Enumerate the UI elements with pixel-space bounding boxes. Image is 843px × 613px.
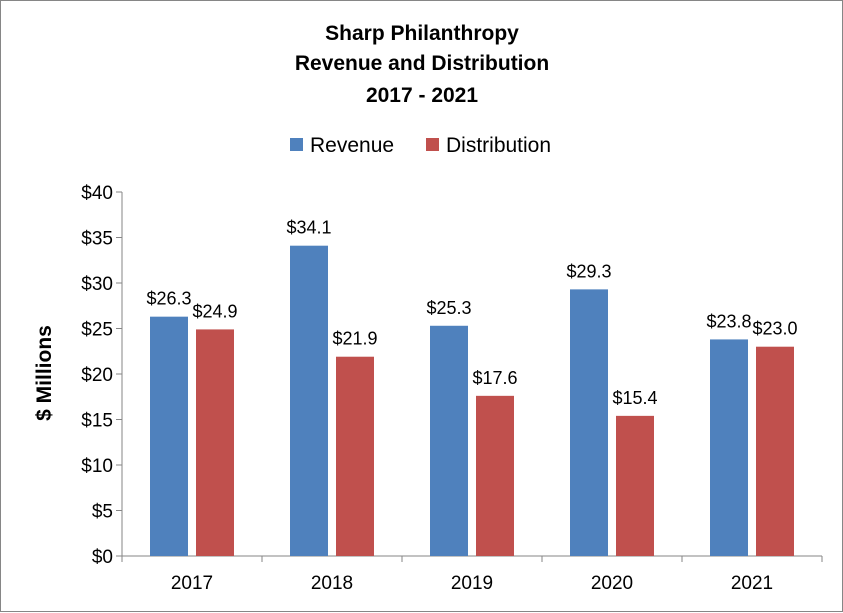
bar-distribution xyxy=(756,346,794,556)
bar-distribution xyxy=(476,395,514,556)
y-tick-label: $15 xyxy=(81,411,113,432)
legend-label-distribution: Distribution xyxy=(446,134,551,157)
data-label-revenue: $34.1 xyxy=(286,218,331,238)
y-tick-label: $30 xyxy=(81,274,113,295)
bar-revenue xyxy=(150,316,188,556)
bar-distribution xyxy=(616,415,654,556)
data-label-revenue: $26.3 xyxy=(146,289,191,309)
data-label-distribution: $21.9 xyxy=(332,329,377,349)
chart-title-line-1: Sharp Philanthropy xyxy=(325,22,519,45)
y-tick-label: $40 xyxy=(81,183,113,204)
x-tick-label: 2017 xyxy=(171,573,213,594)
y-tick-label: $25 xyxy=(81,320,113,341)
data-label-distribution: $17.6 xyxy=(472,368,517,388)
y-axis-label: $ Millions xyxy=(33,325,56,421)
data-label-distribution: $15.4 xyxy=(612,388,657,408)
data-label-distribution: $23.0 xyxy=(752,319,797,339)
data-label-revenue: $23.8 xyxy=(706,311,751,331)
bar-revenue xyxy=(430,325,468,556)
data-label-revenue: $29.3 xyxy=(566,261,611,281)
legend-label-revenue: Revenue xyxy=(310,134,394,157)
bar-revenue xyxy=(290,245,328,556)
x-tick-label: 2018 xyxy=(311,573,353,594)
bar-revenue xyxy=(570,289,608,556)
y-tick-label: $5 xyxy=(92,502,113,523)
chart-title-line-2: Revenue and Distribution xyxy=(295,52,549,75)
bar-distribution xyxy=(336,356,374,556)
legend-swatch-distribution xyxy=(426,138,439,151)
y-tick-label: $10 xyxy=(81,456,113,477)
x-tick-label: 2021 xyxy=(731,573,773,594)
y-tick-label: $0 xyxy=(92,547,113,568)
x-tick-label: 2019 xyxy=(451,573,493,594)
data-label-revenue: $25.3 xyxy=(426,298,471,318)
data-label-distribution: $24.9 xyxy=(192,301,237,321)
chart-title-line-3: 2017 - 2021 xyxy=(366,84,478,107)
legend-swatch-revenue xyxy=(290,138,303,151)
plot-area: $0 $5 $10 $15 $20 $25 $30 $35 $40 2017 $26.3$24.9 2… xyxy=(81,183,823,594)
legend: Revenue Distribution xyxy=(290,134,551,157)
bar-distribution xyxy=(196,329,234,556)
y-tick-label: $20 xyxy=(81,365,113,386)
x-tick-label: 2020 xyxy=(591,573,633,594)
bar-revenue xyxy=(710,339,748,556)
y-tick-label: $35 xyxy=(81,229,113,250)
